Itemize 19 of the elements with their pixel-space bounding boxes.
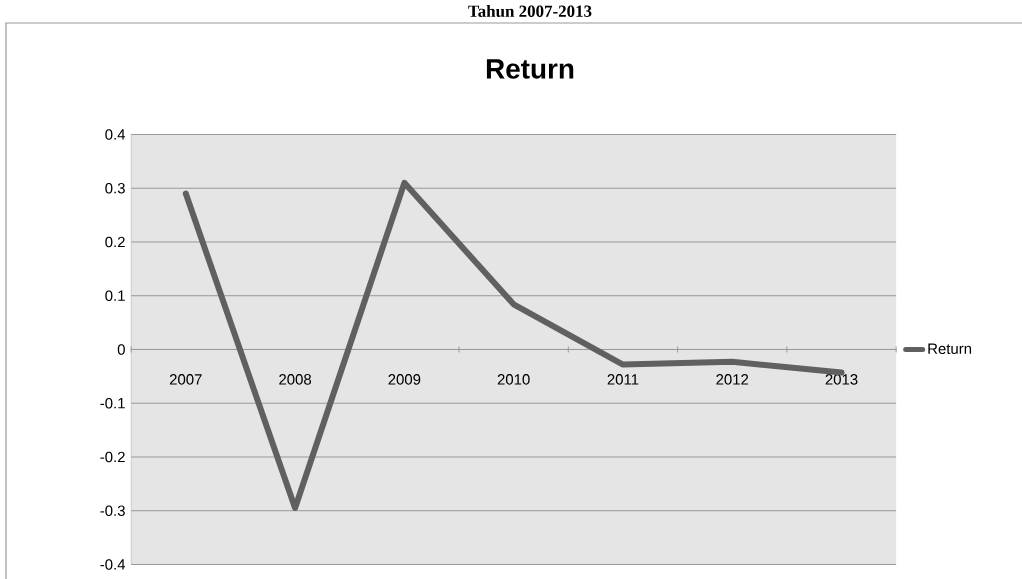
x-tick-label: 2008	[279, 374, 312, 385]
x-tick-label: 2010	[497, 374, 530, 385]
y-tick-label: -0.3	[100, 505, 125, 517]
y-tick-label: 0.2	[105, 236, 125, 248]
y-tick-label: -0.1	[100, 397, 125, 409]
x-tick-label: 2009	[388, 374, 421, 385]
x-tick-label: 2007	[169, 374, 202, 385]
y-tick-label: 0.4	[105, 129, 126, 140]
y-tick-label: 0.3	[105, 182, 125, 194]
y-tick-label: -0.4	[100, 559, 126, 570]
x-tick-label: 2012	[716, 374, 749, 385]
y-tick-label: 0	[117, 344, 125, 355]
text: Tahun 2007-2013	[468, 5, 592, 17]
y-tick-label: -0.2	[100, 451, 125, 463]
x-tick-label: 2011	[607, 374, 639, 385]
y-tick-label: 0.1	[105, 290, 125, 302]
legend-label: Return	[928, 343, 972, 355]
x-tick-label: 2013	[825, 374, 858, 385]
chart-title: Return	[486, 59, 574, 79]
